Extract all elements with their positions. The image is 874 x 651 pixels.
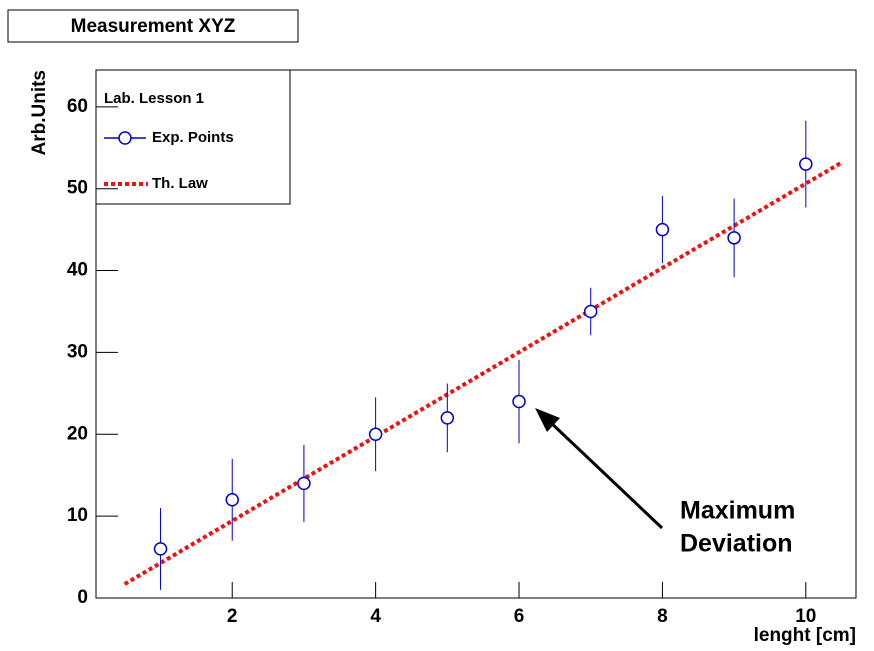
x-tick-label: 6 bbox=[514, 606, 525, 627]
chart-title: Measurement XYZ bbox=[71, 16, 236, 37]
data-point bbox=[512, 394, 526, 409]
y-tick-label: 0 bbox=[77, 587, 88, 608]
title-box bbox=[7, 9, 299, 43]
x-tick-label: 10 bbox=[795, 606, 816, 627]
legend-title: Lab. Lesson 1 bbox=[104, 90, 204, 107]
annotation: Maximum bbox=[680, 497, 795, 525]
y-tick-label: 10 bbox=[67, 505, 88, 526]
annotation-arrow bbox=[546, 418, 664, 530]
data-point bbox=[727, 231, 741, 245]
x-tick-label: 8 bbox=[657, 606, 668, 627]
x-tick-label: 2 bbox=[227, 606, 238, 627]
y-tick-label: 50 bbox=[67, 178, 88, 199]
y-tick-label: 20 bbox=[67, 423, 88, 444]
y-tick-label: 40 bbox=[67, 260, 88, 281]
legend-swatch bbox=[118, 131, 132, 145]
data-point bbox=[368, 427, 383, 442]
annotation-arrowhead bbox=[535, 408, 560, 432]
data-point bbox=[655, 222, 670, 237]
x-axis-label: lenght [cm] bbox=[754, 625, 856, 646]
data-point bbox=[297, 476, 311, 491]
data-point bbox=[583, 304, 598, 319]
data-point bbox=[153, 542, 168, 556]
y-axis-label: Arb.Units bbox=[29, 70, 50, 156]
legend-label: Exp. Points bbox=[152, 129, 234, 146]
y-tick-label: 60 bbox=[67, 96, 88, 117]
data-point bbox=[440, 411, 455, 425]
y-tick-label: 30 bbox=[67, 341, 88, 362]
plot-frame bbox=[95, 69, 857, 599]
theory-line bbox=[123, 160, 843, 586]
x-tick-label: 4 bbox=[370, 606, 381, 627]
data-point bbox=[225, 493, 239, 507]
legend-label: Th. Law bbox=[152, 175, 208, 192]
annotation: Deviation bbox=[680, 530, 793, 558]
data-point bbox=[799, 157, 813, 171]
